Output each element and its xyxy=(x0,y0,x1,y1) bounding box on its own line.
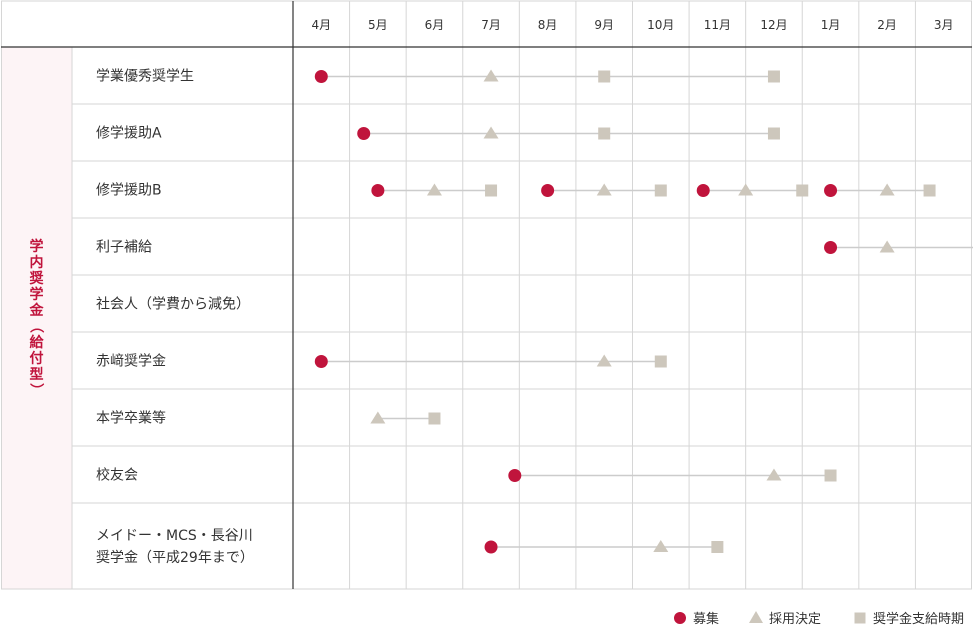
month-label: 5月 xyxy=(368,18,388,32)
payment-marker xyxy=(654,184,667,197)
decision-marker xyxy=(483,69,499,82)
group-label-char: 内 xyxy=(30,254,44,271)
table-border xyxy=(1,0,972,590)
legend-decision-marker xyxy=(749,611,763,623)
decision-marker xyxy=(426,183,442,196)
decision-marker xyxy=(879,183,895,196)
payment-marker xyxy=(598,70,611,83)
decision-marker xyxy=(483,126,499,139)
month-label: 1月 xyxy=(821,18,841,32)
decision-marker xyxy=(879,240,895,253)
row-label: 校友会 xyxy=(96,467,138,484)
payment-marker xyxy=(428,412,441,425)
decision-marker xyxy=(653,540,669,552)
recruit-marker xyxy=(696,184,710,197)
payment-marker xyxy=(796,184,809,197)
recruit-marker xyxy=(824,241,838,254)
month-label: 9月 xyxy=(594,18,614,32)
payment-marker xyxy=(485,184,498,197)
row-label: 学業優秀奨学生 xyxy=(96,69,194,85)
group-label-char: 給 xyxy=(30,334,45,351)
recruit-marker xyxy=(484,540,498,554)
group-label-char: 付 xyxy=(30,350,44,367)
legend: 募集 採用決定 奨学金支給時期 xyxy=(674,611,964,627)
group-label-char: ） xyxy=(28,383,44,397)
month-header: 4月 5月 6月 7月 8月 9月 10月 11月 12月 1月 2月 3月 xyxy=(311,18,953,32)
legend-payment-marker xyxy=(854,612,866,624)
row-label: 利子補給 xyxy=(96,240,152,256)
month-label: 4月 xyxy=(311,18,331,32)
month-label: 3月 xyxy=(934,18,954,32)
month-label: 7月 xyxy=(481,18,501,32)
group-label-char: 奨 xyxy=(30,270,45,287)
payment-marker xyxy=(598,127,611,140)
recruit-marker xyxy=(541,184,555,197)
table-grid xyxy=(1,0,972,590)
month-label: 12月 xyxy=(760,18,787,32)
month-label: 10月 xyxy=(647,18,674,32)
month-label: 8月 xyxy=(538,18,558,32)
timeline-marks xyxy=(314,69,973,554)
month-label: 11月 xyxy=(704,18,731,32)
month-label: 2月 xyxy=(877,18,897,32)
payment-end-marker xyxy=(767,127,780,140)
row-label: メイドー・MCS・長谷川 xyxy=(96,528,253,544)
row-label: 社会人（学費から減免） xyxy=(96,296,250,313)
group-label-background xyxy=(1,47,72,589)
recruit-marker xyxy=(357,127,371,140)
recruit-marker xyxy=(508,469,522,482)
payment-marker xyxy=(923,184,936,197)
payment-marker xyxy=(654,355,667,368)
payment-marker xyxy=(824,469,837,482)
row-label: 修学援助A xyxy=(96,126,162,142)
group-label-char: 学 xyxy=(30,286,44,303)
group-label-char: （ xyxy=(28,319,44,333)
group-label-char: 学 xyxy=(30,238,44,255)
decision-marker xyxy=(370,411,386,424)
group-label-char: 金 xyxy=(29,302,45,319)
payment-marker xyxy=(711,541,724,553)
month-label: 6月 xyxy=(425,18,445,32)
row-label: 奨学金（平成29年まで） xyxy=(96,550,254,566)
decision-marker xyxy=(596,183,612,196)
row-label: 本学卒業等 xyxy=(96,410,166,427)
legend-label-payment: 奨学金支給時期 xyxy=(873,611,964,627)
payment-end-marker xyxy=(767,70,780,83)
recruit-marker xyxy=(314,355,328,368)
decision-marker xyxy=(766,468,782,481)
recruit-marker xyxy=(371,184,385,197)
row-label: 修学援助B xyxy=(96,183,162,199)
recruit-marker xyxy=(314,70,328,83)
decision-marker xyxy=(596,354,612,367)
recruit-marker xyxy=(824,184,838,197)
legend-label-recruit: 募集 xyxy=(693,611,719,627)
legend-label-decision: 採用決定 xyxy=(769,612,821,627)
row-label: 赤﨑奨学金 xyxy=(96,354,166,370)
decision-marker xyxy=(738,183,754,196)
group-label-char: 型 xyxy=(30,366,44,383)
legend-recruit-marker xyxy=(674,612,686,624)
